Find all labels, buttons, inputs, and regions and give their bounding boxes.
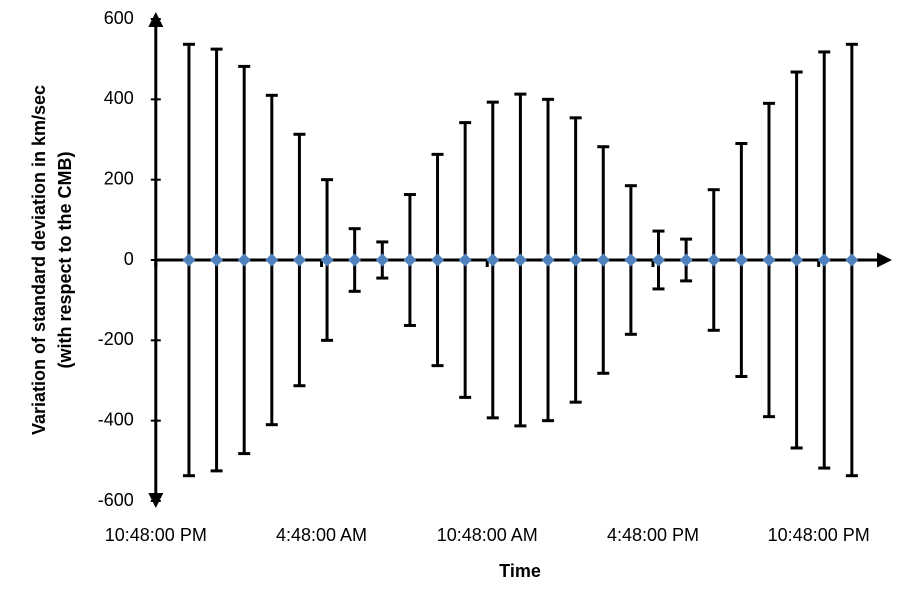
data-point [513, 253, 527, 267]
y-tick-label: 600 [104, 8, 134, 28]
data-point [265, 253, 279, 267]
data-point [182, 253, 196, 267]
data-point [652, 253, 666, 267]
data-point [348, 253, 362, 267]
data-point [569, 253, 583, 267]
data-point [624, 253, 638, 267]
data-point [707, 253, 721, 267]
y-tick-label: -600 [98, 490, 134, 510]
data-point [403, 253, 417, 267]
data-point [734, 253, 748, 267]
data-point [486, 253, 500, 267]
y-tick-label: 200 [104, 168, 134, 188]
data-point [845, 253, 859, 267]
data-point [596, 253, 610, 267]
data-point [210, 253, 224, 267]
data-point [679, 253, 693, 267]
data-point [762, 253, 776, 267]
data-point [431, 253, 445, 267]
x-tick-label: 10:48:00 AM [437, 525, 538, 545]
data-point [790, 253, 804, 267]
x-tick-label: 4:48:00 AM [276, 525, 367, 545]
data-point [237, 253, 251, 267]
x-axis-label: Time [499, 561, 541, 581]
y-tick-label: 400 [104, 88, 134, 108]
data-point [541, 253, 555, 267]
data-point [817, 253, 831, 267]
y-tick-label: -400 [98, 409, 134, 429]
y-axis-label: (with respect to the CMB) [55, 151, 75, 368]
x-tick-label: 10:48:00 PM [768, 525, 870, 545]
y-axis-label: Variation of standard deviation in km/se… [29, 85, 49, 435]
x-tick-label: 10:48:00 PM [105, 525, 207, 545]
data-point [375, 253, 389, 267]
x-tick-label: 4:48:00 PM [607, 525, 699, 545]
data-point [458, 253, 472, 267]
y-tick-label: 0 [124, 249, 134, 269]
data-point [320, 253, 334, 267]
y-tick-label: -200 [98, 329, 134, 349]
data-point [292, 253, 306, 267]
